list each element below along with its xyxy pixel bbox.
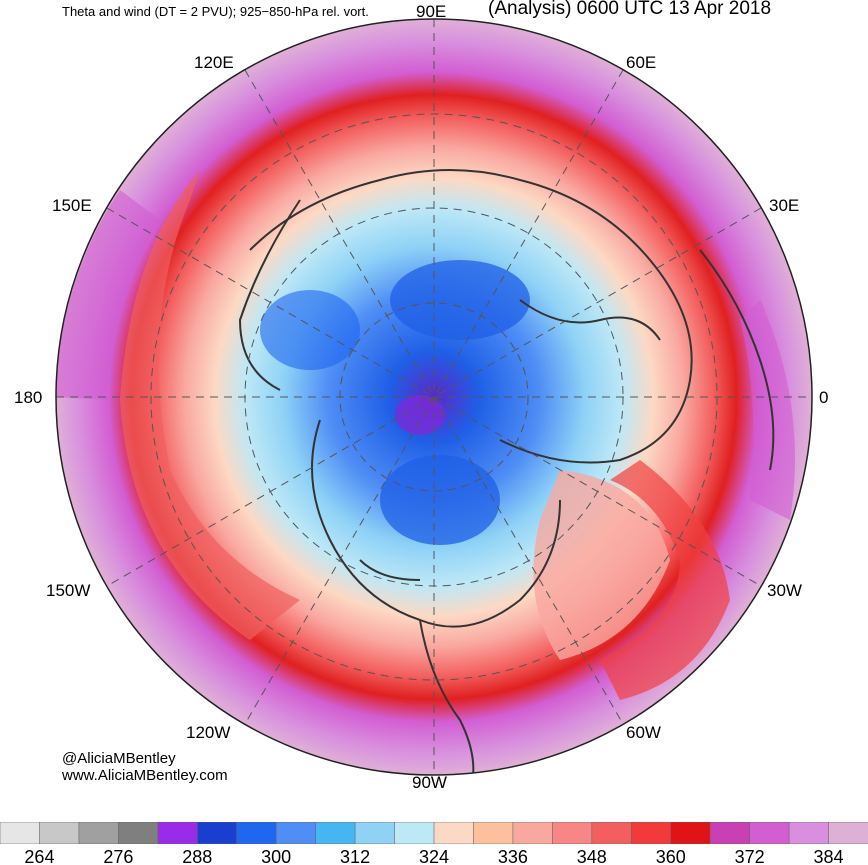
lon-label-30w: 30W xyxy=(767,581,802,600)
colorbar-swatch xyxy=(118,822,159,844)
colorbar-tick-label: 324 xyxy=(418,847,450,865)
colorbar-tick-label: 312 xyxy=(340,847,371,865)
colorbar-swatch xyxy=(512,822,554,844)
polar-map xyxy=(55,18,813,776)
graticule xyxy=(56,19,812,775)
colorbar-tick-label: 348 xyxy=(576,847,607,865)
cold-pool-3 xyxy=(260,290,360,370)
plot-title-left: Theta and wind (DT = 2 PVU); 925−850-hPa… xyxy=(62,4,369,19)
colorbar-swatch xyxy=(591,822,633,844)
cold-pool-2 xyxy=(380,455,500,545)
warm-region-east xyxy=(533,470,670,660)
colorbar-swatch xyxy=(0,822,41,844)
warm-band-atlantic xyxy=(600,460,730,700)
outer-magenta-2 xyxy=(740,300,795,520)
colorbar-tick-label: 384 xyxy=(813,847,844,865)
lon-label-90w: 90W xyxy=(412,773,447,792)
colorbar-tick-label: 300 xyxy=(261,847,292,865)
lon-label-120w: 120W xyxy=(186,723,231,742)
colorbar-swatch xyxy=(709,822,751,844)
lon-label-60e: 60E xyxy=(626,53,657,72)
lon-label-150w: 150W xyxy=(46,581,91,600)
plot-title-right: (Analysis) 0600 UTC 13 Apr 2018 xyxy=(488,0,772,19)
colorbar-swatch xyxy=(157,822,199,844)
colorbar-swatch xyxy=(473,822,514,844)
map-border xyxy=(55,18,813,776)
lon-label-60w: 60W xyxy=(626,723,661,742)
colorbar-swatch xyxy=(630,822,672,844)
lon-label-90e: 90E xyxy=(416,2,447,21)
outer-magenta xyxy=(56,190,160,400)
colorbar-swatch xyxy=(433,822,475,844)
colorbar-swatch xyxy=(78,822,120,844)
colorbar-tick-label: 288 xyxy=(182,847,213,865)
colorbar-swatch xyxy=(275,822,317,844)
colorbar-swatch xyxy=(670,822,711,844)
colorbar-tick-label: 360 xyxy=(655,847,686,865)
colorbar-tick-label: 372 xyxy=(734,847,765,865)
colorbar-tick-label: 276 xyxy=(103,847,134,865)
cold-pool-1 xyxy=(390,260,530,340)
colorbar xyxy=(0,822,868,844)
colorbar-swatch xyxy=(315,822,356,844)
lon-label-0: 0 xyxy=(819,388,829,407)
colorbar-swatch xyxy=(828,822,868,844)
lon-label-180: 180 xyxy=(14,388,43,407)
warm-band-pacific xyxy=(120,170,300,640)
lon-label-30e: 30E xyxy=(769,196,800,215)
colorbar-tick-label: 264 xyxy=(24,847,55,865)
credit-website: www.AliciaMBentley.com xyxy=(62,767,228,784)
colorbar-swatch xyxy=(788,822,830,844)
credit-twitter: @AliciaMBentley xyxy=(62,750,176,767)
colorbar-swatch xyxy=(39,822,80,844)
lon-label-150e: 150E xyxy=(52,196,92,215)
colorbar-swatch xyxy=(394,822,435,844)
lon-label-120e: 120E xyxy=(194,53,234,72)
coastlines xyxy=(238,169,775,775)
colorbar-swatch xyxy=(552,822,593,844)
cold-core xyxy=(395,395,445,435)
colorbar-tick-label: 336 xyxy=(497,847,528,865)
colorbar-swatch xyxy=(354,822,396,844)
colorbar-swatch xyxy=(236,822,277,844)
colorbar-swatch xyxy=(749,822,790,844)
colorbar-swatch xyxy=(196,822,238,844)
